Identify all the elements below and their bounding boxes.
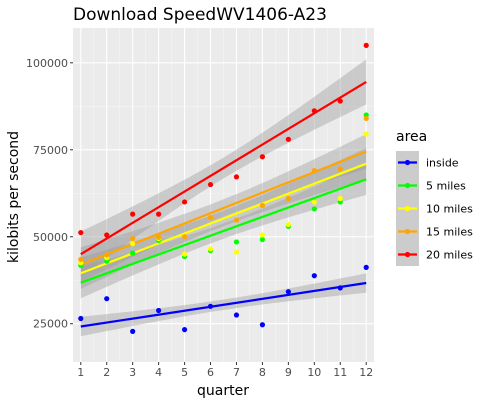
data-point xyxy=(104,296,110,302)
data-point xyxy=(337,98,343,104)
data-point xyxy=(311,108,317,114)
data-point xyxy=(156,234,162,241)
x-tick-label: 5 xyxy=(181,366,188,379)
data-point xyxy=(311,168,317,174)
data-point xyxy=(130,211,136,217)
fit-line-3 xyxy=(80,150,367,266)
y-tick-label: 25000 xyxy=(33,318,68,331)
data-point xyxy=(181,199,188,205)
data-point xyxy=(207,246,214,252)
data-point xyxy=(130,328,136,334)
fit-line-2 xyxy=(80,162,367,275)
data-point xyxy=(78,256,84,262)
data-point xyxy=(130,235,136,242)
legend-label: 5 miles xyxy=(426,180,466,193)
data-point xyxy=(233,249,240,255)
data-point xyxy=(181,327,188,333)
x-tick-label: 8 xyxy=(259,366,266,379)
legend-title: area xyxy=(396,129,427,145)
data-point xyxy=(233,174,240,180)
data-point xyxy=(337,285,343,291)
data-point xyxy=(363,42,369,48)
fit-line-1 xyxy=(80,178,367,284)
data-point xyxy=(259,154,266,160)
fit-line-0 xyxy=(80,281,367,328)
data-point xyxy=(259,232,266,238)
x-tick-label: 2 xyxy=(103,366,110,379)
legend-label: inside xyxy=(426,157,459,170)
x-tick-label: 12 xyxy=(359,366,373,379)
x-tick-label: 3 xyxy=(129,366,136,379)
data-point xyxy=(363,264,369,270)
legend-key-point xyxy=(404,205,411,212)
data-point xyxy=(233,239,240,245)
x-tick-label: 7 xyxy=(233,366,240,379)
data-point xyxy=(337,195,343,202)
fit-lines xyxy=(80,80,367,328)
x-axis-title: quarter xyxy=(197,383,249,399)
legend-key-point xyxy=(404,159,411,166)
legend-label: 10 miles xyxy=(426,203,473,216)
y-tick-label: 100000 xyxy=(26,57,68,70)
legend-key-point xyxy=(404,182,411,189)
legend-key-point xyxy=(404,251,411,258)
legend-label: 20 miles xyxy=(426,249,473,262)
data-point xyxy=(181,251,188,257)
data-point xyxy=(78,315,84,322)
legend-key-point xyxy=(404,228,411,235)
x-tick-label: 11 xyxy=(333,366,347,379)
data-point xyxy=(285,289,291,295)
y-tick-label: 75000 xyxy=(33,144,68,157)
y-axis-title: kilobits per second xyxy=(6,131,22,263)
data-point xyxy=(311,199,317,205)
data-point xyxy=(104,252,110,258)
data-points xyxy=(78,42,369,334)
data-point xyxy=(285,221,291,228)
data-point xyxy=(233,217,240,223)
data-point xyxy=(311,206,317,212)
data-point xyxy=(104,232,110,238)
chart-title: Download SpeedWV1406-A23 xyxy=(73,5,327,25)
data-point xyxy=(285,136,291,142)
x-tick-label: 4 xyxy=(155,366,162,379)
data-point xyxy=(285,195,291,202)
legend-label: 15 miles xyxy=(426,226,473,239)
legend: area inside 5 miles 10 miles 15 miles 20 mil… xyxy=(396,129,473,266)
data-point xyxy=(207,215,214,221)
x-tick-label: 6 xyxy=(207,366,214,379)
data-point xyxy=(181,234,188,240)
data-point xyxy=(156,307,162,314)
data-point xyxy=(130,241,136,247)
data-point xyxy=(207,303,214,309)
data-point xyxy=(130,250,136,256)
data-point xyxy=(207,181,214,188)
data-point xyxy=(233,312,240,318)
fit-line-4 xyxy=(80,80,367,256)
x-tick-label: 1 xyxy=(77,366,84,379)
data-point xyxy=(363,131,369,137)
x-tick-label: 9 xyxy=(285,366,292,379)
data-point xyxy=(78,229,84,236)
data-point xyxy=(259,202,266,209)
y-axis-ticks: 25000 50000 75000 100000 xyxy=(26,57,73,331)
data-point xyxy=(259,236,266,243)
data-point xyxy=(363,115,369,122)
x-axis-ticks: 1 2 3 4 5 6 7 8 9 10 11 12 xyxy=(77,362,373,379)
data-point xyxy=(337,166,343,172)
data-point xyxy=(156,211,162,217)
y-tick-label: 50000 xyxy=(33,231,68,244)
x-tick-label: 10 xyxy=(307,366,321,379)
data-point xyxy=(311,273,317,279)
data-point xyxy=(259,322,266,328)
